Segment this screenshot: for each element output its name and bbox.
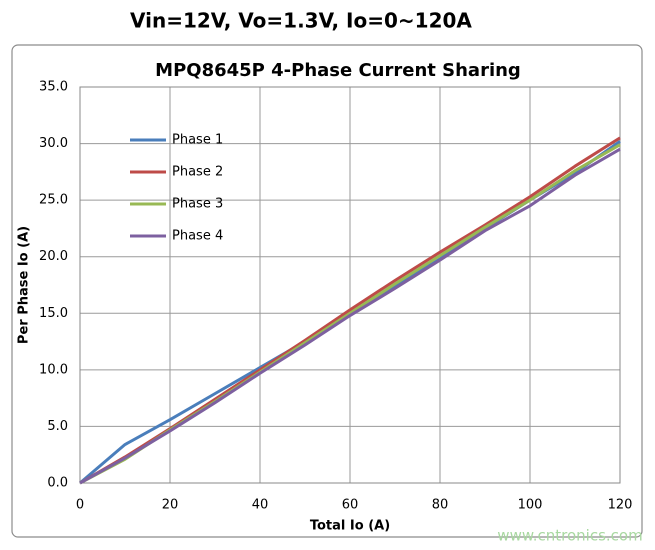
y-axis-label: Per Phase Io (A) — [17, 226, 32, 344]
x-tick-label: 20 — [162, 498, 179, 513]
x-axis-label: Total Io (A) — [310, 519, 390, 534]
x-tick-label: 80 — [432, 498, 449, 513]
legend-label: Phase 2 — [172, 165, 223, 180]
x-tick-label: 100 — [518, 498, 543, 513]
y-tick-label: 10.0 — [39, 362, 68, 377]
watermark: www.cntronics.com — [497, 527, 642, 545]
y-tick-label: 0.0 — [47, 476, 68, 491]
legend-label: Phase 4 — [172, 229, 223, 244]
x-tick-label: 60 — [342, 498, 359, 513]
y-tick-label: 25.0 — [39, 193, 68, 208]
x-tick-label: 120 — [608, 498, 633, 513]
legend-label: Phase 3 — [172, 197, 223, 212]
y-tick-label: 20.0 — [39, 249, 68, 264]
y-tick-label: 30.0 — [39, 136, 68, 151]
chart-title: MPQ8645P 4-Phase Current Sharing — [155, 60, 521, 81]
plot-border — [79, 86, 621, 484]
chart-frame — [11, 44, 643, 538]
x-tick-label: 0 — [76, 498, 84, 513]
y-tick-label: 15.0 — [39, 306, 68, 321]
y-tick-label: 35.0 — [39, 80, 68, 95]
heading: Vin=12V, Vo=1.3V, Io=0~120A — [130, 9, 472, 33]
series-line — [79, 147, 621, 485]
x-tick-label: 40 — [252, 498, 269, 513]
legend-label: Phase 1 — [172, 133, 223, 148]
y-tick-label: 5.0 — [47, 419, 68, 434]
